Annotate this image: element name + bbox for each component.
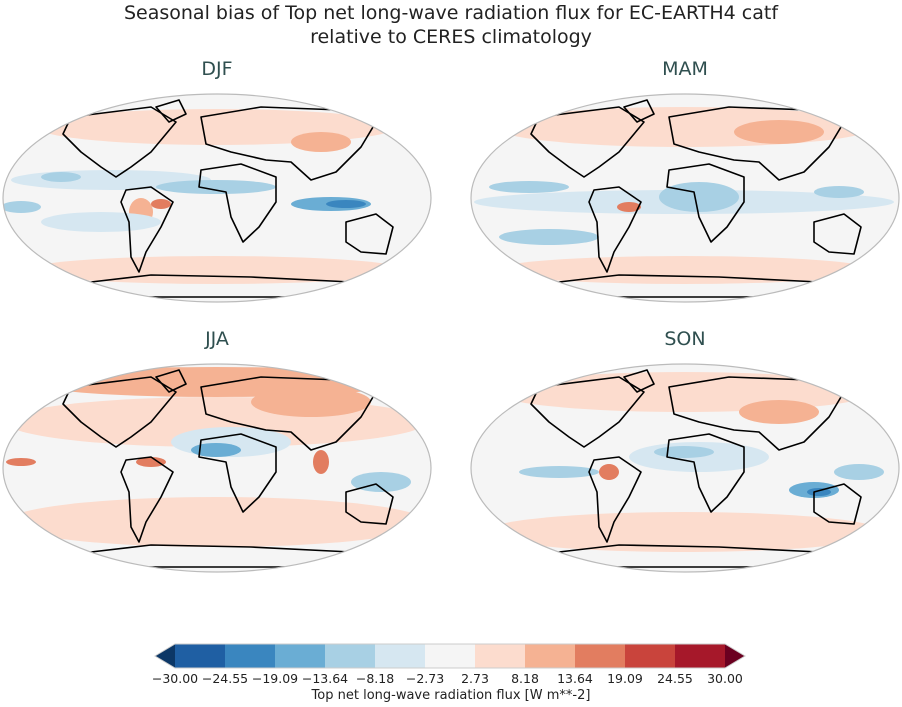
map-djf — [2, 93, 432, 303]
bias-region — [659, 182, 739, 212]
colorbar-tick-label: 24.55 — [657, 671, 693, 686]
colorbar-segment — [375, 644, 426, 668]
bias-region — [6, 458, 36, 466]
figure-subtitle: relative to CERES climatology — [310, 26, 592, 48]
colorbar-tick-label: 8.18 — [511, 671, 539, 686]
coastline — [155, 99, 187, 123]
colorbar-segment — [275, 644, 326, 668]
bias-region — [654, 446, 714, 458]
colorbar-tick-label: 30.00 — [707, 671, 743, 686]
bias-region — [136, 457, 166, 467]
colorbar-segment — [175, 644, 226, 668]
bias-region — [484, 512, 884, 552]
colorbar-segment — [475, 644, 526, 668]
colorbar-segment — [425, 644, 476, 668]
bias-region — [191, 443, 241, 457]
coastline — [120, 186, 174, 273]
coastline — [198, 163, 277, 243]
colorbar-tick-label: 2.73 — [461, 671, 489, 686]
coastline — [813, 483, 862, 525]
map-border — [2, 93, 432, 303]
colorbar-segment — [675, 644, 726, 668]
colorbar-under-arrow — [155, 644, 175, 668]
bias-region — [807, 488, 831, 496]
bias-region — [519, 466, 599, 478]
coastline — [666, 163, 745, 243]
coastline — [198, 433, 277, 513]
coastline — [623, 99, 655, 123]
panel-title-son: SON — [664, 328, 706, 350]
map-mam — [470, 93, 900, 303]
coastline — [588, 186, 642, 273]
bias-region — [494, 256, 874, 284]
colorbar-tick-label: −13.64 — [301, 671, 349, 686]
colorbar-over-arrow — [725, 644, 745, 668]
bias-region — [156, 180, 276, 194]
coastline — [813, 213, 862, 255]
colorbar-tick-label: −8.18 — [355, 671, 395, 686]
bias-region — [814, 186, 864, 198]
coastline — [623, 369, 655, 393]
figure-title: Seasonal bias of Top net long-wave radia… — [123, 2, 779, 24]
bias-region — [151, 199, 171, 209]
bias-region — [489, 181, 569, 193]
colorbar-segment — [325, 644, 376, 668]
colorbar-segment — [625, 644, 676, 668]
colorbar-tick-label: −30.00 — [151, 671, 199, 686]
map-border — [470, 363, 900, 573]
bias-region — [6, 497, 426, 547]
bias-region — [313, 450, 329, 474]
bias-region — [41, 172, 81, 182]
colorbar-segment — [525, 644, 576, 668]
bias-region — [251, 387, 371, 417]
bias-region — [599, 464, 619, 480]
bias-region — [291, 132, 351, 152]
bias-region — [3, 201, 41, 213]
colorbar-tick-label: −24.55 — [201, 671, 249, 686]
coastline — [155, 369, 187, 393]
colorbar — [154, 643, 746, 669]
bias-region — [41, 212, 161, 232]
map-border — [470, 93, 900, 303]
map-son — [470, 363, 900, 573]
map-border — [2, 363, 432, 573]
bias-region — [326, 200, 366, 208]
colorbar-segment — [225, 644, 276, 668]
coastline — [120, 456, 174, 543]
bias-region — [834, 464, 884, 480]
coastline — [345, 483, 394, 525]
colorbar-label: Top net long-wave radiation flux [W m**-… — [311, 688, 591, 703]
bias-region — [499, 229, 599, 245]
panel-title-mam: MAM — [662, 58, 708, 80]
colorbar-tick-label: −19.09 — [251, 671, 299, 686]
bias-region — [739, 400, 819, 424]
bias-region — [494, 372, 874, 412]
colorbar-segment — [575, 644, 626, 668]
coastline — [588, 456, 642, 543]
bias-region — [26, 256, 406, 284]
map-jja — [2, 363, 432, 573]
colorbar-tick-label: 19.09 — [607, 671, 643, 686]
coastline — [345, 213, 394, 255]
panel-title-jja: JJA — [205, 328, 229, 350]
bias-region — [734, 120, 824, 144]
colorbar-tick-label: −2.73 — [405, 671, 445, 686]
coastline — [666, 433, 745, 513]
panel-title-djf: DJF — [201, 58, 233, 80]
colorbar-tick-label: 13.64 — [557, 671, 593, 686]
bias-region — [617, 202, 641, 212]
